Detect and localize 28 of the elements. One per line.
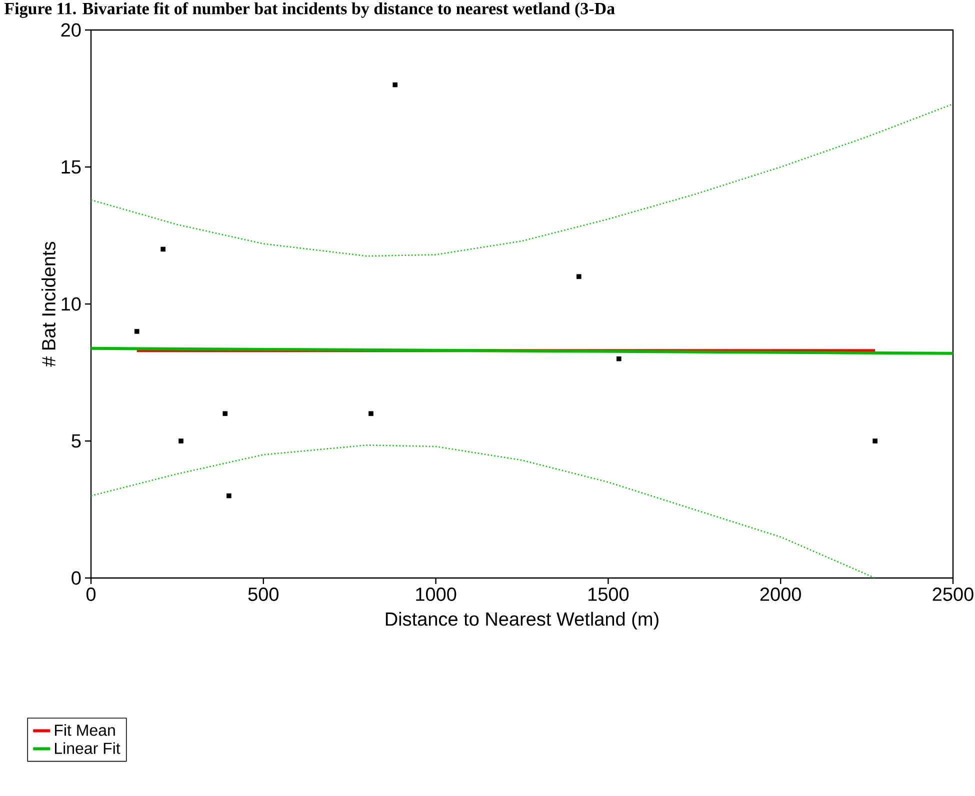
point	[616, 356, 622, 362]
legend-label: Linear Fit	[54, 742, 120, 754]
y-tick-label: 15	[62, 160, 81, 174]
point	[872, 438, 878, 444]
point	[178, 438, 184, 444]
chart-title: Figure 11. Bivariate fit of number bat incidents by distance to nearest wetland (3-Da	[4, 2, 615, 18]
line-series	[91, 103, 954, 257]
y-tick-label: 10	[62, 297, 81, 311]
point	[160, 246, 166, 252]
point	[392, 82, 398, 88]
x-tick-label: 0	[86, 588, 96, 601]
point	[226, 493, 232, 498]
point	[222, 411, 228, 416]
x-tick-label: 2000	[760, 588, 801, 601]
point	[134, 329, 140, 334]
point	[368, 411, 374, 416]
y-axis-title: # Bat Incidents	[42, 242, 56, 367]
x-tick-label: 1500	[588, 588, 629, 601]
x-tick-label: 2500	[932, 588, 974, 601]
y-tick-label: 5	[72, 434, 81, 448]
x-tick-label: 500	[248, 588, 278, 601]
line-series	[91, 444, 876, 578]
x-axis-title: Distance to Nearest Wetland (m)	[386, 612, 658, 630]
y-tick-label: 0	[72, 571, 81, 585]
point	[576, 274, 582, 279]
legend-label: Fit Mean	[54, 724, 115, 736]
y-tick-label: 20	[61, 23, 81, 37]
x-tick-label: 1000	[416, 588, 456, 601]
